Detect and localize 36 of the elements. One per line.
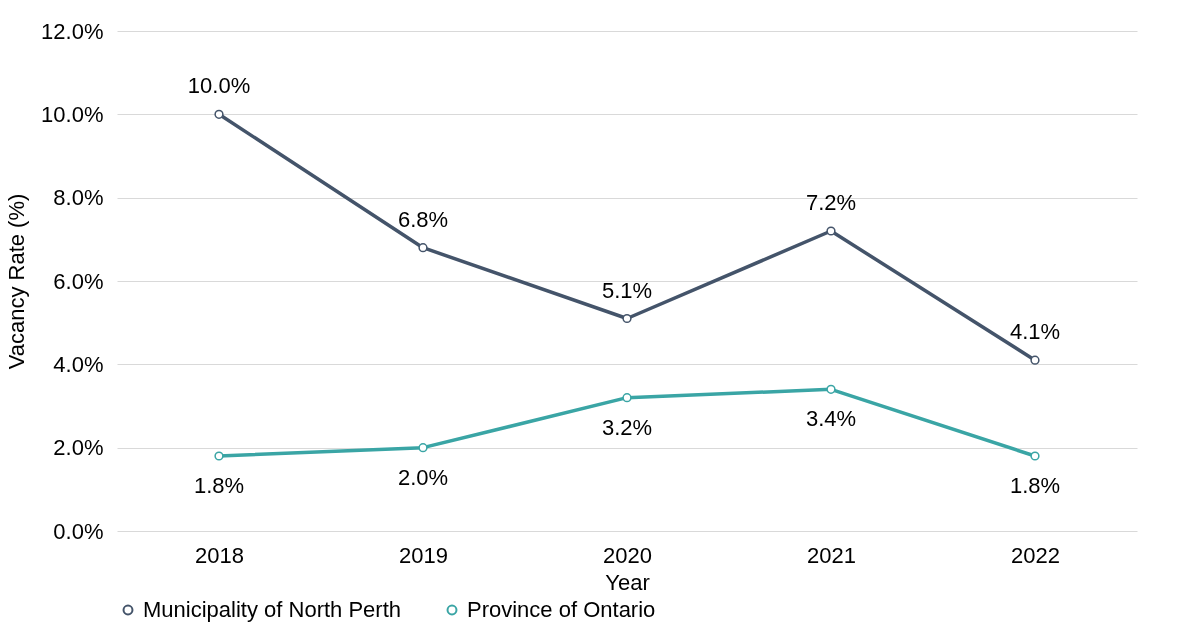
point: [1030, 451, 1040, 461]
legend-label: Municipality of North Perth: [143, 597, 401, 622]
x-axis-title: Year: [605, 569, 650, 595]
point: [826, 226, 836, 236]
x-tick-label: 2021: [807, 542, 856, 568]
data-label: 5.1%: [601, 277, 653, 303]
data-label: 4.1%: [1009, 319, 1061, 345]
x-tick-label: 2020: [603, 542, 652, 568]
y-tick-label: 12.0%: [41, 18, 104, 44]
data-label: 3.2%: [601, 414, 653, 440]
y-axis-title: Vacancy Rate (%): [4, 193, 30, 370]
data-label: 1.8%: [1009, 473, 1061, 498]
data-label: 7.2%: [805, 190, 857, 215]
data-label: 2.0%: [397, 464, 449, 490]
x-tick-label: 2019: [399, 542, 448, 568]
y-tick-label: 0.0%: [53, 518, 104, 544]
data-label: 3.4%: [805, 406, 857, 432]
point: [214, 109, 224, 119]
point: [214, 451, 224, 461]
y-tick-label: 8.0%: [53, 185, 104, 211]
x-tick-label: 2022: [1011, 542, 1060, 568]
data-label: 6.8%: [397, 206, 449, 232]
y-tick-label: 4.0%: [53, 351, 104, 377]
point: [418, 443, 428, 453]
point: [622, 313, 632, 324]
point: [622, 393, 632, 403]
point: [826, 384, 836, 394]
point: [1030, 355, 1040, 365]
legend-label: Province of Ontario: [467, 597, 656, 622]
data-label: 10.0%: [187, 73, 251, 99]
point: [418, 243, 428, 253]
y-tick-label: 2.0%: [53, 435, 104, 461]
y-tick-label: 6.0%: [53, 268, 104, 294]
data-label: 1.8%: [193, 473, 245, 498]
y-tick-label: 10.0%: [41, 101, 104, 127]
x-tick-label: 2018: [195, 542, 244, 568]
